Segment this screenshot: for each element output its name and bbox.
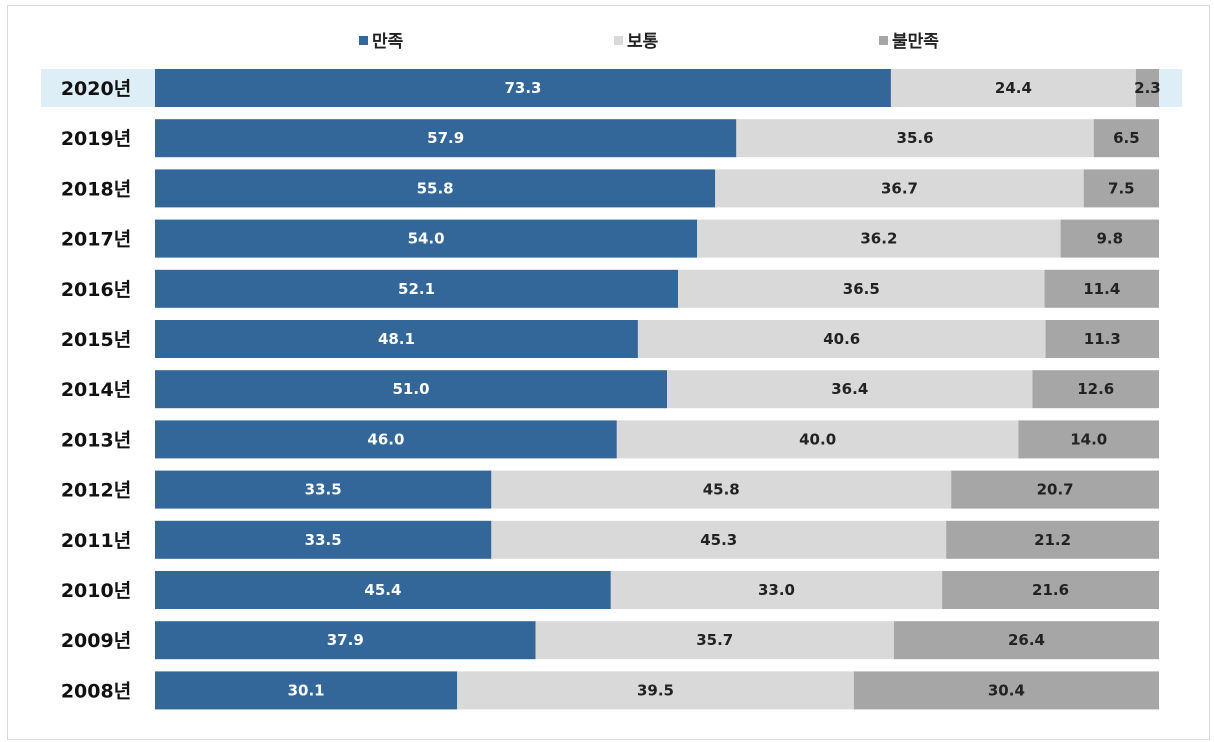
bar-2018년-만족 <box>155 169 716 208</box>
bar-2010년-불만족 <box>942 571 1159 609</box>
data-label-2011년-보통: 45.3 <box>700 531 737 549</box>
data-label-2017년-만족: 54.0 <box>408 230 445 248</box>
data-label-2019년-보통: 35.6 <box>897 129 934 147</box>
data-label-2011년-만족: 33.5 <box>305 531 342 549</box>
bar-2019년-만족 <box>155 119 737 158</box>
category-label-2012년: 2012년 <box>61 480 131 502</box>
bar-2019년-불만족 <box>1093 119 1159 158</box>
data-label-2020년-불만족: 2.3 <box>1134 79 1161 97</box>
data-label-2016년-불만족: 11.4 <box>1083 280 1120 298</box>
category-label-2019년: 2019년 <box>61 128 131 150</box>
data-label-2013년-보통: 40.0 <box>799 430 836 448</box>
bar-2012년-만족 <box>155 470 492 509</box>
bar-2015년-만족 <box>155 320 638 358</box>
category-label-2010년: 2010년 <box>61 580 131 602</box>
data-label-2016년-보통: 36.5 <box>843 280 880 298</box>
category-label-2020년: 2020년 <box>61 78 131 100</box>
data-label-2010년-보통: 33.0 <box>758 581 795 599</box>
bar-2010년-만족 <box>155 571 611 609</box>
data-label-2009년-불만족: 26.4 <box>1008 631 1045 649</box>
data-label-2018년-보통: 36.7 <box>881 179 918 197</box>
legend-swatch-3 <box>879 36 888 45</box>
data-label-2010년-만족: 45.4 <box>364 581 401 599</box>
bar-2019년-보통 <box>736 119 1094 158</box>
category-label-2008년: 2008년 <box>61 680 131 702</box>
data-label-2014년-만족: 51.0 <box>393 380 430 398</box>
bar-2016년-만족 <box>155 269 679 308</box>
data-label-2015년-보통: 40.6 <box>823 330 860 348</box>
category-label-2018년: 2018년 <box>61 178 131 200</box>
bar-2018년-보통 <box>715 169 1084 208</box>
data-label-2009년-보통: 35.7 <box>696 631 733 649</box>
bar-2016년-보통 <box>678 269 1045 308</box>
bar-2020년-불만족 <box>1135 69 1159 107</box>
bar-2011년-만족 <box>155 520 492 559</box>
data-label-2018년-불만족: 7.5 <box>1108 179 1135 197</box>
data-label-2012년-만족: 33.5 <box>305 481 342 499</box>
data-label-2010년-불만족: 21.6 <box>1032 581 1069 599</box>
data-label-2018년-만족: 55.8 <box>417 179 454 197</box>
data-label-2013년-불만족: 14.0 <box>1070 430 1107 448</box>
data-label-2015년-불만족: 11.3 <box>1084 330 1121 348</box>
data-label-2016년-만족: 52.1 <box>398 280 435 298</box>
data-label-2019년-만족: 57.9 <box>427 129 464 147</box>
bar-2013년-보통 <box>616 420 1019 459</box>
bar-2008년-만족 <box>155 671 458 710</box>
legend-label-3: 불만족 <box>892 32 939 52</box>
bar-2008년-불만족 <box>853 671 1159 710</box>
data-label-2013년-만족: 46.0 <box>367 430 404 448</box>
legend-swatch-1 <box>359 36 368 45</box>
data-label-2014년-보통: 36.4 <box>831 380 868 398</box>
bar-2017년-만족 <box>155 219 698 258</box>
data-label-2015년-만족: 48.1 <box>378 330 415 348</box>
bar-2014년-만족 <box>155 370 668 409</box>
legend-label-2: 보통 <box>627 32 659 52</box>
category-label-2016년: 2016년 <box>61 279 131 301</box>
data-label-2008년-불만족: 30.4 <box>988 681 1025 699</box>
legend-label-1: 만족 <box>372 32 404 52</box>
bar-2013년-불만족 <box>1018 420 1159 459</box>
bar-2020년-보통 <box>890 69 1136 107</box>
bar-2014년-보통 <box>667 370 1033 409</box>
bar-2017년-보통 <box>697 219 1061 258</box>
bar-2012년-보통 <box>491 470 952 509</box>
bar-2018년-불만족 <box>1083 169 1159 208</box>
category-label-2017년: 2017년 <box>61 229 131 251</box>
legend-swatch-2 <box>614 36 623 45</box>
data-label-2008년-만족: 30.1 <box>288 681 325 699</box>
data-label-2012년-불만족: 20.7 <box>1037 481 1074 499</box>
category-label-2009년: 2009년 <box>61 630 131 652</box>
bar-2009년-만족 <box>155 621 536 660</box>
data-label-2020년-만족: 73.3 <box>504 79 541 97</box>
bar-2008년-보통 <box>457 671 854 710</box>
category-label-2015년: 2015년 <box>61 329 131 351</box>
category-label-2011년: 2011년 <box>61 530 131 552</box>
data-label-2020년-보통: 24.4 <box>995 79 1032 97</box>
data-label-2008년-보통: 39.5 <box>637 681 674 699</box>
data-label-2017년-불만족: 9.8 <box>1097 230 1124 248</box>
bar-2009년-불만족 <box>893 621 1159 660</box>
data-label-2014년-불만족: 12.6 <box>1077 380 1114 398</box>
data-label-2019년-불만족: 6.5 <box>1113 129 1140 147</box>
bar-2012년-불만족 <box>951 470 1159 509</box>
data-label-2017년-보통: 36.2 <box>860 230 897 248</box>
bar-2013년-만족 <box>155 420 617 459</box>
bar-2014년-불만족 <box>1032 370 1159 409</box>
bar-2011년-불만족 <box>946 520 1159 559</box>
category-label-2013년: 2013년 <box>61 429 131 451</box>
bar-2015년-불만족 <box>1045 320 1159 358</box>
bar-2010년-보통 <box>610 571 943 609</box>
data-label-2009년-만족: 37.9 <box>327 631 364 649</box>
bar-2011년-보통 <box>491 520 947 559</box>
bar-2015년-보통 <box>637 320 1046 358</box>
bar-2009년-보통 <box>535 621 894 660</box>
data-label-2011년-불만족: 21.2 <box>1034 531 1071 549</box>
bar-2017년-불만족 <box>1060 219 1159 258</box>
bar-2016년-불만족 <box>1044 269 1159 308</box>
category-label-2014년: 2014년 <box>61 379 131 401</box>
data-label-2012년-보통: 45.8 <box>703 481 740 499</box>
bar-2020년-만족 <box>155 69 891 107</box>
